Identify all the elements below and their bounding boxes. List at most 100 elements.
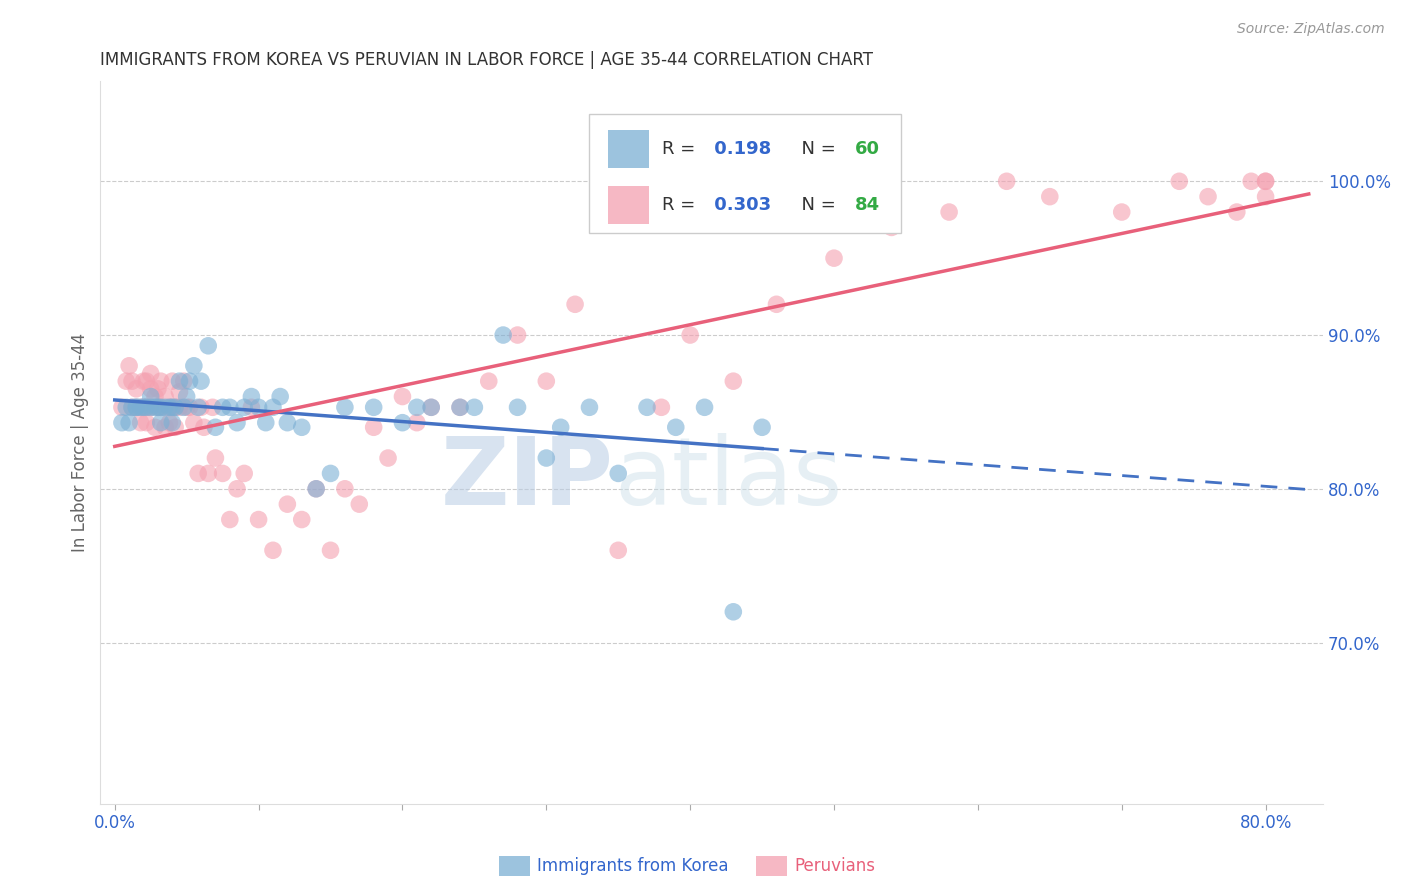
Point	[723, 605, 745, 619]
Point	[118, 416, 141, 430]
Point	[1197, 189, 1219, 203]
Point	[129, 401, 152, 415]
Point	[291, 420, 314, 434]
Text: 60: 60	[855, 140, 880, 158]
Point	[183, 416, 205, 430]
Point	[132, 374, 155, 388]
Point	[333, 482, 356, 496]
Text: N =: N =	[790, 196, 842, 214]
Point	[254, 416, 277, 430]
Point	[211, 401, 233, 415]
Text: R =: R =	[662, 140, 700, 158]
Point	[377, 450, 399, 465]
Point	[187, 467, 209, 481]
Point	[125, 401, 148, 415]
Point	[233, 467, 256, 481]
Point	[135, 401, 157, 415]
Text: R =: R =	[662, 196, 700, 214]
Point	[247, 512, 270, 526]
Text: 84: 84	[855, 196, 880, 214]
Point	[149, 401, 172, 415]
Point	[143, 390, 166, 404]
Point	[1254, 174, 1277, 188]
Point	[693, 401, 716, 415]
Point	[157, 401, 180, 415]
Point	[536, 374, 558, 388]
Text: Immigrants from Korea: Immigrants from Korea	[537, 857, 728, 875]
Point	[153, 420, 176, 434]
Point	[765, 297, 787, 311]
Point	[218, 401, 240, 415]
Point	[204, 450, 226, 465]
Text: Source: ZipAtlas.com: Source: ZipAtlas.com	[1237, 22, 1385, 37]
Point	[650, 401, 672, 415]
Point	[226, 416, 249, 430]
Point	[132, 401, 155, 415]
Point	[1254, 174, 1277, 188]
Point	[111, 416, 134, 430]
Point	[121, 374, 143, 388]
Point	[679, 328, 702, 343]
Point	[165, 401, 187, 415]
Point	[179, 401, 201, 415]
Point	[149, 401, 172, 415]
Point	[405, 401, 427, 415]
Point	[118, 359, 141, 373]
Y-axis label: In Labor Force | Age 35-44: In Labor Force | Age 35-44	[72, 333, 89, 552]
Text: Peruvians: Peruvians	[794, 857, 876, 875]
Point	[420, 401, 443, 415]
Point	[129, 416, 152, 430]
Point	[169, 374, 191, 388]
Point	[1226, 205, 1249, 219]
Point	[143, 401, 166, 415]
Point	[162, 374, 184, 388]
Point	[162, 401, 184, 415]
Point	[153, 390, 176, 404]
Point	[305, 482, 328, 496]
Text: 0.198: 0.198	[709, 140, 772, 158]
Point	[139, 401, 162, 415]
Point	[135, 416, 157, 430]
Point	[115, 374, 138, 388]
Point	[823, 251, 845, 265]
Point	[193, 420, 215, 434]
Point	[880, 220, 903, 235]
Point	[187, 401, 209, 415]
Point	[550, 420, 572, 434]
Point	[173, 374, 195, 388]
Point	[449, 401, 471, 415]
Point	[146, 401, 169, 415]
Point	[995, 174, 1018, 188]
Point	[190, 374, 212, 388]
Point	[1254, 189, 1277, 203]
Point	[349, 497, 371, 511]
Point	[135, 401, 157, 415]
Point	[169, 401, 191, 415]
Point	[139, 367, 162, 381]
Point	[218, 512, 240, 526]
Point	[492, 328, 515, 343]
Point	[240, 401, 263, 415]
Point	[506, 401, 529, 415]
Point	[1039, 189, 1062, 203]
Point	[135, 374, 157, 388]
Text: 0.303: 0.303	[709, 196, 772, 214]
Point	[132, 401, 155, 415]
Point	[564, 297, 586, 311]
Point	[233, 401, 256, 415]
Point	[226, 482, 249, 496]
Point	[463, 401, 485, 415]
Point	[139, 401, 162, 415]
Point	[607, 467, 630, 481]
Point	[1240, 174, 1263, 188]
Point	[190, 401, 212, 415]
Point	[536, 450, 558, 465]
Point	[211, 467, 233, 481]
Point	[197, 467, 219, 481]
Point	[125, 382, 148, 396]
FancyBboxPatch shape	[589, 114, 901, 233]
Point	[143, 420, 166, 434]
Point	[478, 374, 501, 388]
Point	[665, 420, 688, 434]
Point	[176, 390, 198, 404]
